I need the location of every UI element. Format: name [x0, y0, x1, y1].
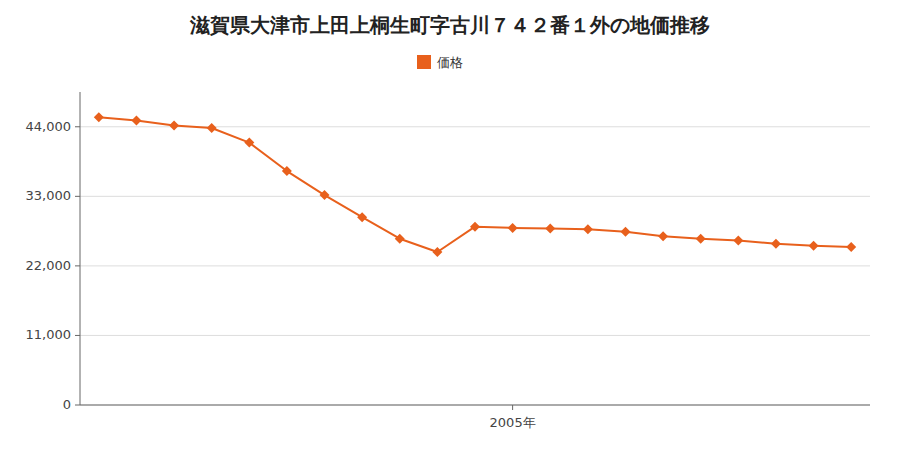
y-tick	[75, 196, 80, 197]
grid-line	[80, 196, 870, 197]
point	[733, 236, 743, 246]
y-tick-label: 44,000	[26, 119, 72, 134]
y-tick	[75, 265, 80, 266]
y-tick	[75, 126, 80, 127]
point	[320, 190, 330, 200]
x-tick	[512, 405, 513, 410]
y-tick-label: 33,000	[26, 188, 72, 203]
point	[620, 227, 630, 237]
x-axis: 2005年	[490, 405, 536, 430]
x-tick-label: 2005年	[490, 415, 536, 430]
point	[432, 247, 442, 257]
point	[846, 242, 856, 252]
point	[169, 121, 179, 131]
point	[696, 234, 706, 244]
line	[99, 117, 851, 252]
grid-line	[80, 335, 870, 336]
point	[244, 138, 254, 148]
data-group	[94, 112, 856, 257]
x-axis-line	[80, 405, 870, 406]
y-axis: 0 11,000 22,000 33,000 44,000	[26, 119, 871, 412]
chart-container: 滋賀県大津市上田上桐生町字古川７４２番１外の地価推移 0 11,000 22,000 3…	[0, 0, 900, 450]
background	[0, 0, 900, 450]
point	[357, 212, 367, 222]
grid-line	[80, 265, 870, 266]
legend: 価格	[417, 55, 463, 70]
point	[508, 223, 518, 233]
title: 滋賀県大津市上田上桐生町字古川７４２番１外の地価推移	[189, 13, 710, 37]
point	[282, 166, 292, 176]
y-axis-line	[80, 92, 81, 405]
legend-label: 価格	[437, 55, 463, 70]
point	[809, 241, 819, 251]
chart-svg: 滋賀県大津市上田上桐生町字古川７４２番１外の地価推移 0 11,000 22,000 3…	[0, 0, 900, 450]
point	[545, 224, 555, 234]
point	[131, 115, 141, 125]
grid-line	[80, 405, 870, 406]
point	[94, 112, 104, 122]
y-tick	[75, 405, 80, 406]
y-tick	[75, 335, 80, 336]
y-tick-label: 0	[63, 397, 71, 412]
point	[207, 123, 217, 133]
point	[395, 234, 405, 244]
point	[583, 224, 593, 234]
point	[658, 231, 668, 241]
legend-swatch	[417, 55, 431, 69]
y-tick-label: 11,000	[26, 327, 72, 342]
point	[771, 239, 781, 249]
y-tick-label: 22,000	[26, 258, 72, 273]
point	[470, 222, 480, 232]
